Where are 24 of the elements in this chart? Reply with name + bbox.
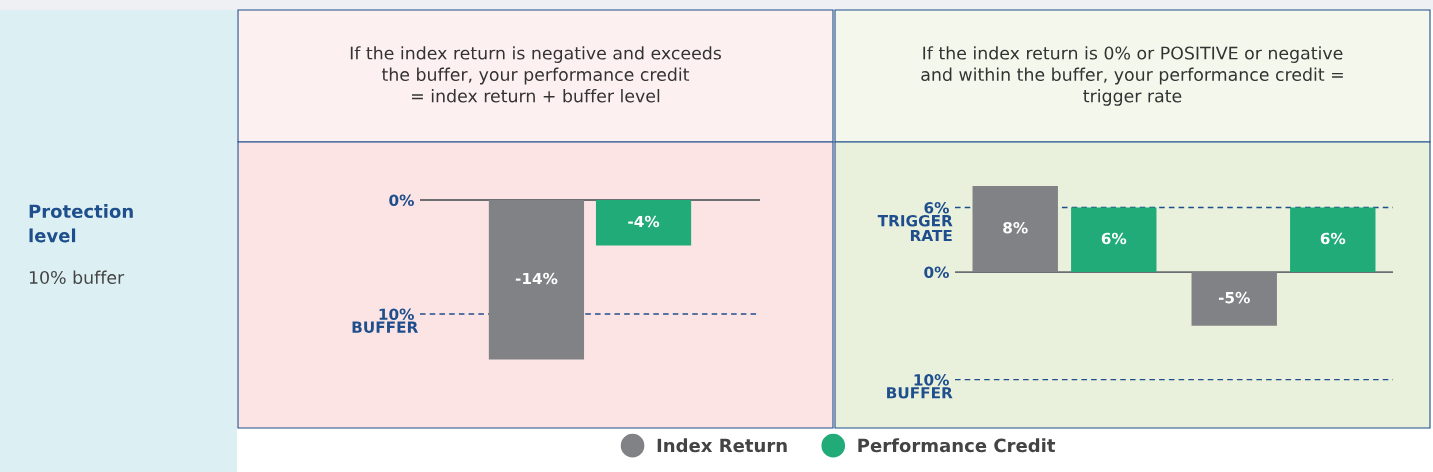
chart-title: If the index return is negative and exceeds the buffer, your performance credit = index return + buffer level (350, 46, 722, 103)
ref-line-label: BUFFER (352, 321, 418, 333)
y-tick-label: 10% (914, 374, 949, 386)
y-tick-label: 0% (389, 194, 414, 207)
data-label: 6% (1320, 232, 1346, 245)
bar (972, 186, 1058, 273)
y-tick-label: 6% (924, 201, 949, 214)
chart-title: If the index return is 0% or POSITIVE or negative and within the buffer, your performance credit = trigger rate (921, 46, 1343, 106)
legend-label: Performance Credit (858, 438, 1056, 453)
text: 10% buffer (29, 270, 125, 285)
data-label: -14% (515, 272, 558, 285)
data-label: 6% (1101, 232, 1127, 245)
y-tick-label: 10% (379, 308, 414, 321)
bar (1290, 207, 1376, 273)
y-tick-label: 0% (924, 266, 949, 279)
bar (1191, 272, 1277, 326)
text: Protection level (29, 204, 133, 243)
ref-line-label: TRIGGER RATE (877, 214, 953, 242)
ref-line-label: BUFFER (887, 387, 953, 399)
data-label: 8% (1003, 221, 1028, 234)
legend-label: Index Return (657, 438, 787, 453)
data-label: -5% (1218, 291, 1250, 304)
bar (1071, 207, 1157, 273)
data-label: -4% (628, 215, 660, 228)
